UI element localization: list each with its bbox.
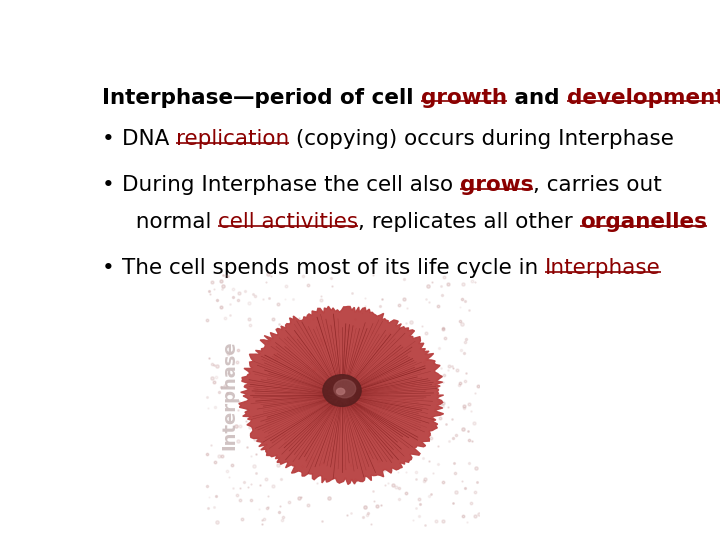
Text: —period of cell: —period of cell <box>233 87 421 107</box>
Text: cell activities: cell activities <box>218 212 358 232</box>
Ellipse shape <box>334 380 356 398</box>
Text: Interphase: Interphase <box>102 87 233 107</box>
Text: , carries out: , carries out <box>534 175 662 195</box>
Polygon shape <box>239 306 444 484</box>
Text: (copying) occurs during Interphase: (copying) occurs during Interphase <box>289 129 674 149</box>
Text: organelles: organelles <box>580 212 707 232</box>
Text: grows: grows <box>460 175 534 195</box>
Text: , replicates all other: , replicates all other <box>358 212 580 232</box>
Ellipse shape <box>323 375 361 407</box>
Text: normal: normal <box>122 212 218 232</box>
Text: •: • <box>102 175 122 195</box>
Text: During Interphase the cell also: During Interphase the cell also <box>122 175 460 195</box>
Text: The cell spends most of its life cycle in: The cell spends most of its life cycle i… <box>122 258 545 278</box>
Text: development: development <box>567 87 720 107</box>
Text: DNA: DNA <box>122 129 176 149</box>
Text: growth: growth <box>421 87 508 107</box>
Ellipse shape <box>336 388 345 395</box>
Text: Interphase: Interphase <box>545 258 661 278</box>
Text: •: • <box>102 258 122 278</box>
Text: •: • <box>102 129 122 149</box>
Text: Interphase: Interphase <box>221 340 239 450</box>
Text: and: and <box>508 87 567 107</box>
Text: replication: replication <box>176 129 289 149</box>
